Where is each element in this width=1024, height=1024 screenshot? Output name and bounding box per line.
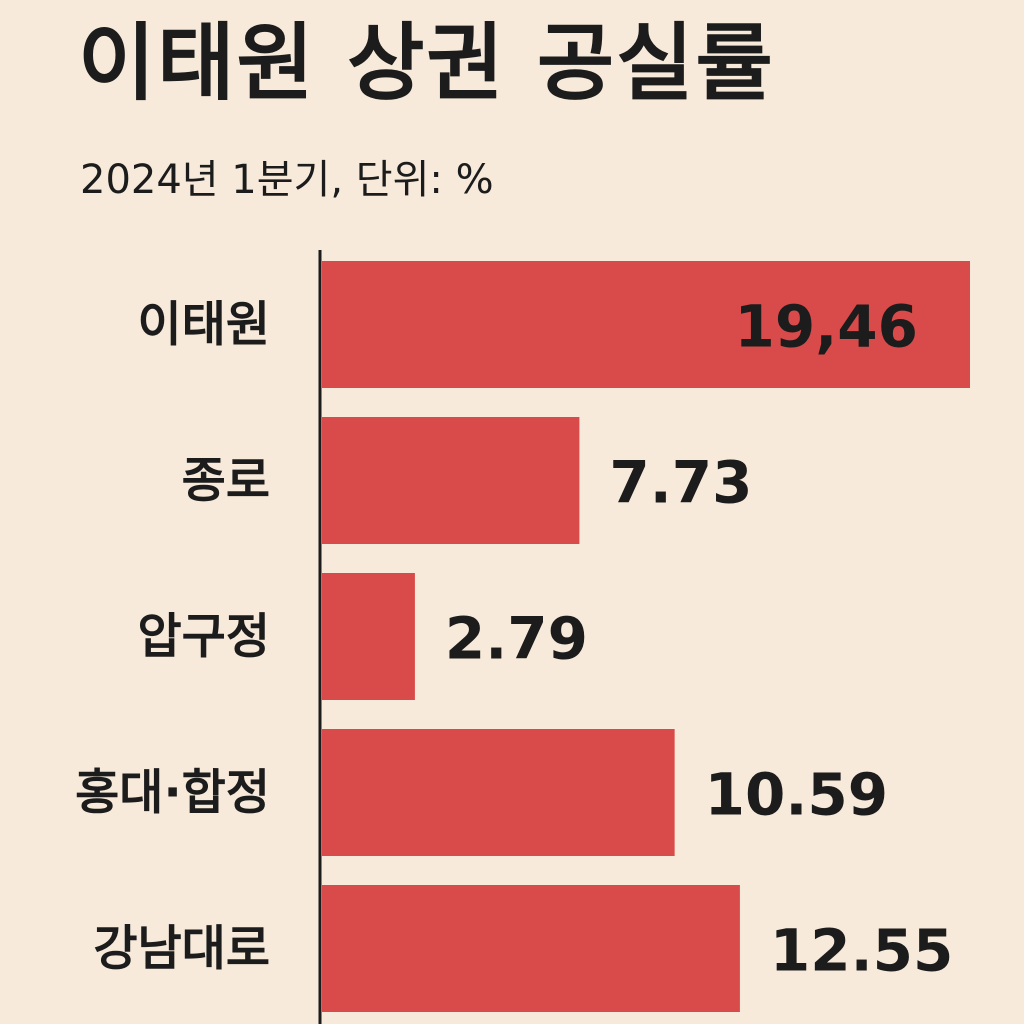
category-label-4: 강남대로 <box>93 921 270 977</box>
value-label-3: 10.59 <box>705 761 888 829</box>
bar-3 <box>322 729 675 856</box>
category-label-0: 이태원 <box>138 297 270 353</box>
category-label-1: 종로 <box>182 453 270 509</box>
bar-0 <box>322 261 970 388</box>
category-label-2: 압구정 <box>138 609 270 665</box>
value-label-0: 19,46 <box>735 293 918 361</box>
chart-subtitle: 2024년 1분기, 단위: % <box>80 157 494 203</box>
bar-1 <box>322 417 580 544</box>
value-label-1: 7.73 <box>609 449 752 517</box>
value-label-4: 12.55 <box>770 917 953 985</box>
category-label-3: 홍대·합정 <box>75 765 270 821</box>
bars-group: 이태원 19,46 종로 7.73 압구정 2.79 홍대·합정 10.59 강남대로 12.55 <box>75 261 970 1012</box>
bar-4 <box>322 885 740 1012</box>
bar-2 <box>322 573 415 700</box>
value-label-2: 2.79 <box>445 605 588 673</box>
chart-title: 이태원 상권 공실률 <box>78 14 775 112</box>
